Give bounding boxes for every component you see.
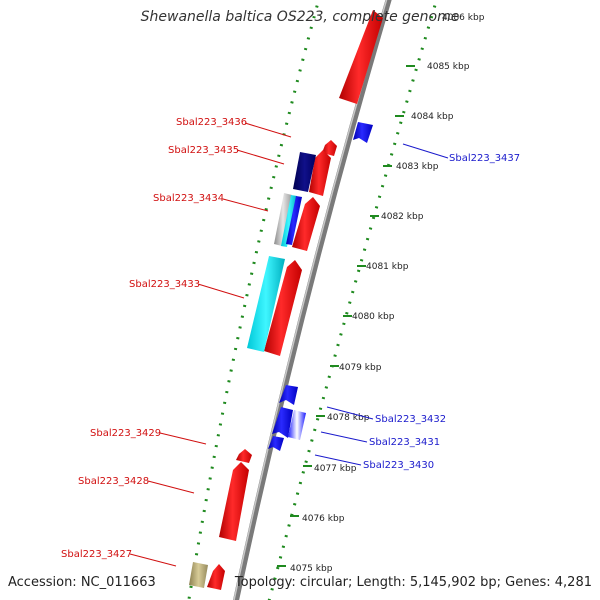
genome-backbone — [233, 0, 392, 600]
leader-line-3428 — [147, 480, 195, 494]
tick-label-4084: 4084 kbp — [411, 112, 454, 122]
forward-gene-3427 — [207, 564, 225, 590]
cyan-gene-3434 — [281, 195, 297, 247]
leader-line-3430 — [314, 454, 362, 466]
forward-gene-3436 — [322, 140, 337, 156]
inner-guide-dotted-line — [267, 0, 439, 600]
leader-line-3431 — [320, 431, 368, 443]
cyan-gene-3433 — [247, 256, 285, 352]
genome-summary-text: Topology: circular; Length: 5,145,902 bp… — [234, 575, 592, 590]
leader-line-3437 — [402, 143, 449, 159]
gene-label-3427: Sbal223_3427 — [61, 549, 132, 560]
reverse-gene-3437 — [353, 122, 373, 143]
gene-label-3428: Sbal223_3428 — [78, 476, 149, 487]
gene-label-3437: Sbal223_3437 — [449, 153, 520, 164]
tick-label-4080: 4080 kbp — [352, 312, 395, 322]
leader-line-3434 — [222, 198, 269, 212]
tick-label-4085: 4085 kbp — [427, 62, 470, 72]
reverse-gene-3430 — [268, 436, 284, 451]
gene-label-3431: Sbal223_3431 — [369, 437, 440, 448]
forward-gene-3434 — [292, 197, 320, 251]
gene-label-3432: Sbal223_3432 — [375, 414, 446, 425]
gene-label-3436: Sbal223_3436 — [176, 117, 247, 128]
accession-text: Accession: NC_011663 — [8, 575, 156, 590]
leader-line-3435 — [236, 149, 285, 165]
tick-label-4082: 4082 kbp — [381, 212, 424, 222]
navy-gene-3435 — [293, 152, 316, 192]
forward-gene-3428 — [219, 462, 249, 541]
tick-label-4079: 4079 kbp — [339, 363, 382, 373]
tick-label-4077: 4077 kbp — [314, 464, 357, 474]
forward-gene-3429 — [236, 449, 252, 463]
tick-label-4078: 4078 kbp — [327, 413, 370, 423]
leader-line-3433 — [197, 283, 245, 299]
gene-label-3433: Sbal223_3433 — [129, 279, 200, 290]
olive-gene-3427 — [189, 562, 208, 588]
gene-label-3435: Sbal223_3435 — [168, 145, 239, 156]
outer-guide-dotted-line — [187, 0, 321, 600]
forward-gene-top — [339, 10, 383, 104]
gene-label-3434: Sbal223_3434 — [153, 193, 224, 204]
leader-line-3427 — [129, 553, 177, 567]
leader-line-3429 — [159, 432, 207, 445]
reverse-gene-3431-a — [272, 407, 293, 438]
tick-label-4081: 4081 kbp — [366, 262, 409, 272]
tick-label-4086: 4086 kbp — [442, 13, 485, 23]
gene-label-3430: Sbal223_3430 — [363, 460, 434, 471]
gene-label-3429: Sbal223_3429 — [90, 428, 161, 439]
scale-ticks — [277, 65, 415, 567]
reverse-gene-3432 — [279, 385, 298, 405]
reverse-gene-3431-b — [288, 410, 306, 440]
forward-gene-3433 — [264, 260, 302, 356]
leader-line-3436 — [244, 122, 292, 138]
tick-label-4075: 4075 kbp — [290, 564, 333, 574]
blue-gene-3434 — [286, 196, 302, 245]
leader-line-3432 — [326, 406, 374, 420]
map-title: Shewanella baltica OS223, complete genom… — [140, 9, 460, 25]
gray-gene-3434-a — [274, 193, 292, 246]
tick-label-4083: 4083 kbp — [396, 162, 439, 172]
tick-label-4076: 4076 kbp — [302, 514, 345, 524]
